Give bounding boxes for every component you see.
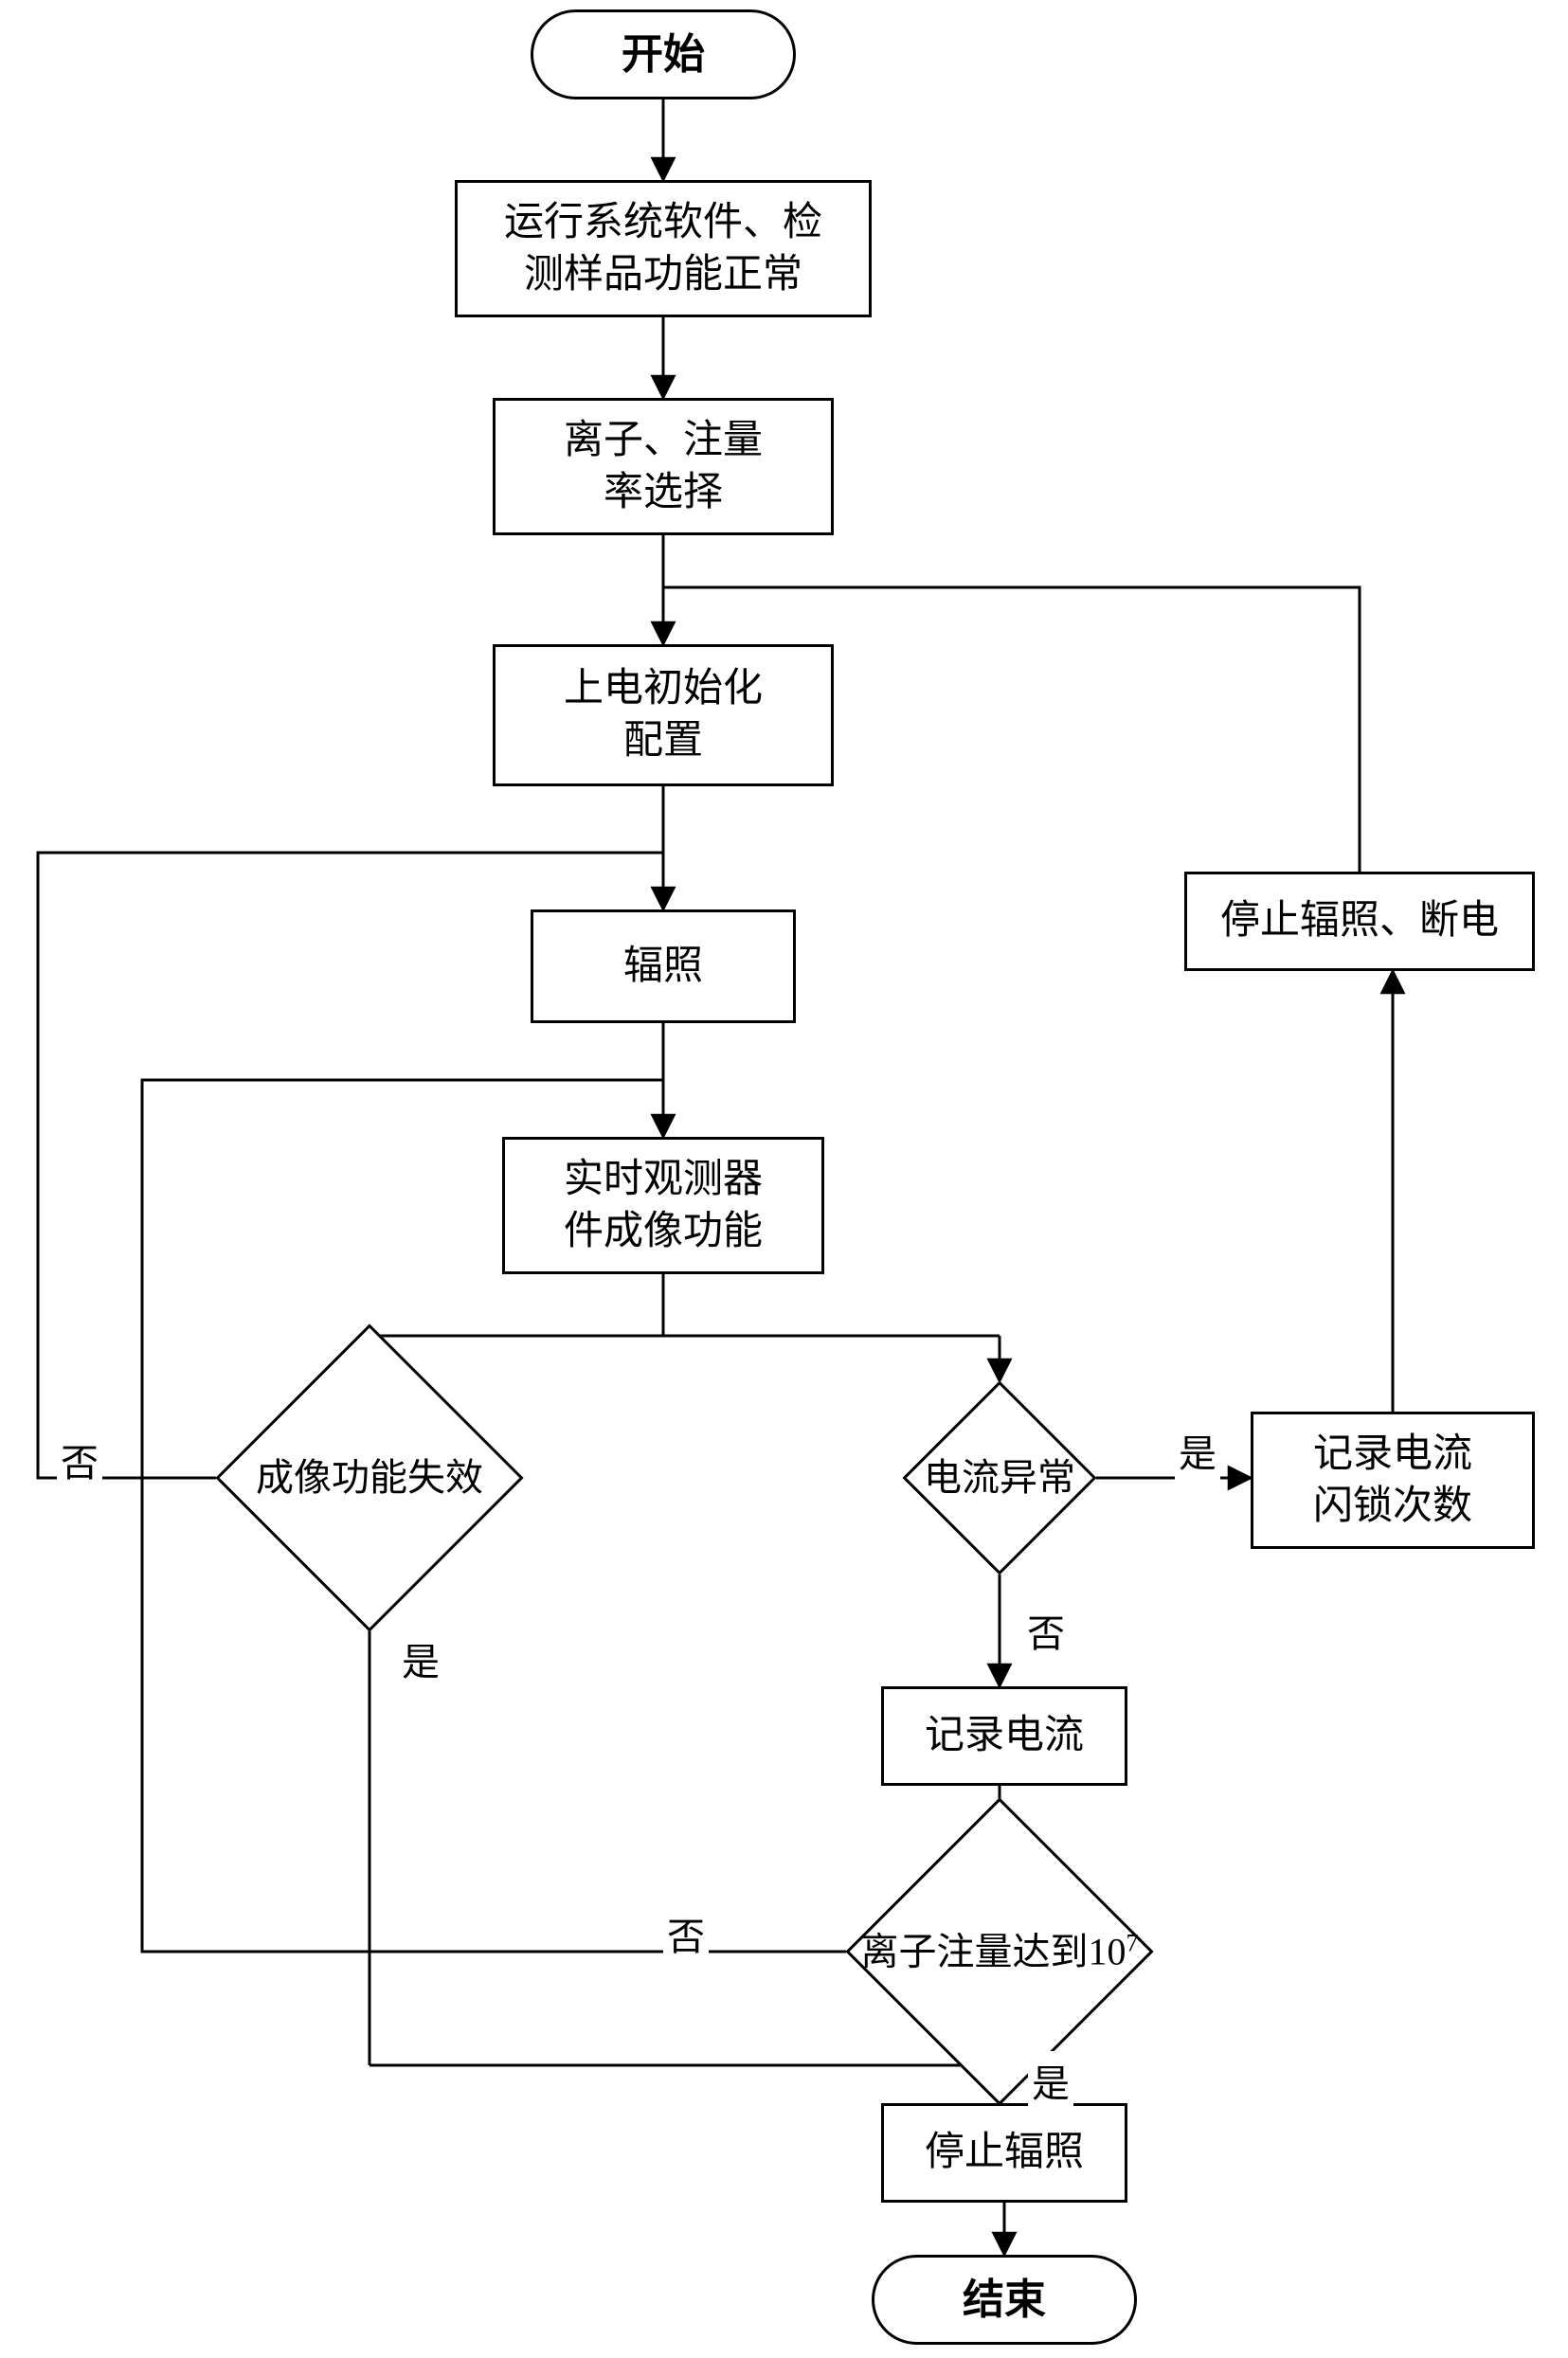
start-label: 开始 [622, 27, 705, 81]
run-software-label: 运行系统软件、检 测样品功能正常 [504, 197, 822, 300]
ion-select-process: 离子、注量 率选择 [493, 398, 834, 535]
imaging-fail-label: 成像功能失效 [256, 1455, 483, 1501]
dose-no-label: 否 [663, 1904, 709, 1963]
imaging-no-label: 否 [57, 1431, 102, 1489]
power-init-label: 上电初始化 配置 [564, 663, 763, 766]
end-terminator: 结束 [872, 2255, 1137, 2345]
stop-power-process: 停止辐照、断电 [1184, 872, 1535, 971]
record-current-label: 记录电流 [925, 1710, 1084, 1762]
run-software-process: 运行系统软件、检 测样品功能正常 [455, 180, 872, 317]
observe-process: 实时观测器 件成像功能 [502, 1137, 824, 1274]
current-abnormal-label: 电流异常 [924, 1455, 1075, 1501]
start-terminator: 开始 [531, 9, 796, 99]
irradiate-process: 辐照 [531, 909, 796, 1023]
record-lock-label: 记录电流 闪锁次数 [1313, 1429, 1472, 1532]
dose-exponent: 7 [1126, 1929, 1139, 1956]
irradiate-label: 辐照 [623, 941, 703, 993]
stop-power-label: 停止辐照、断电 [1220, 895, 1499, 947]
dose-reached-text: 离子注量达到10 [861, 1931, 1126, 1973]
record-current-process: 记录电流 [881, 1686, 1127, 1786]
ion-select-label: 离子、注量 率选择 [564, 415, 763, 518]
power-init-process: 上电初始化 配置 [493, 644, 834, 786]
dose-yes-label: 是 [1028, 2051, 1073, 2110]
record-lock-process: 记录电流 闪锁次数 [1251, 1412, 1535, 1549]
end-label: 结束 [963, 2273, 1046, 2327]
dose-reached-label: 离子注量达到107 [861, 1928, 1139, 1974]
stop-irradiate-process: 停止辐照 [881, 2103, 1127, 2203]
current-no-label: 否 [1023, 1601, 1069, 1660]
stop-irradiate-label: 停止辐照 [925, 2127, 1084, 2179]
flowchart-canvas: 开始 运行系统软件、检 测样品功能正常 离子、注量 率选择 上电初始化 配置 辐… [0, 0, 1568, 2358]
current-yes-label: 是 [1175, 1421, 1220, 1480]
observe-label: 实时观测器 件成像功能 [564, 1154, 763, 1257]
imaging-yes-label: 是 [398, 1629, 443, 1688]
